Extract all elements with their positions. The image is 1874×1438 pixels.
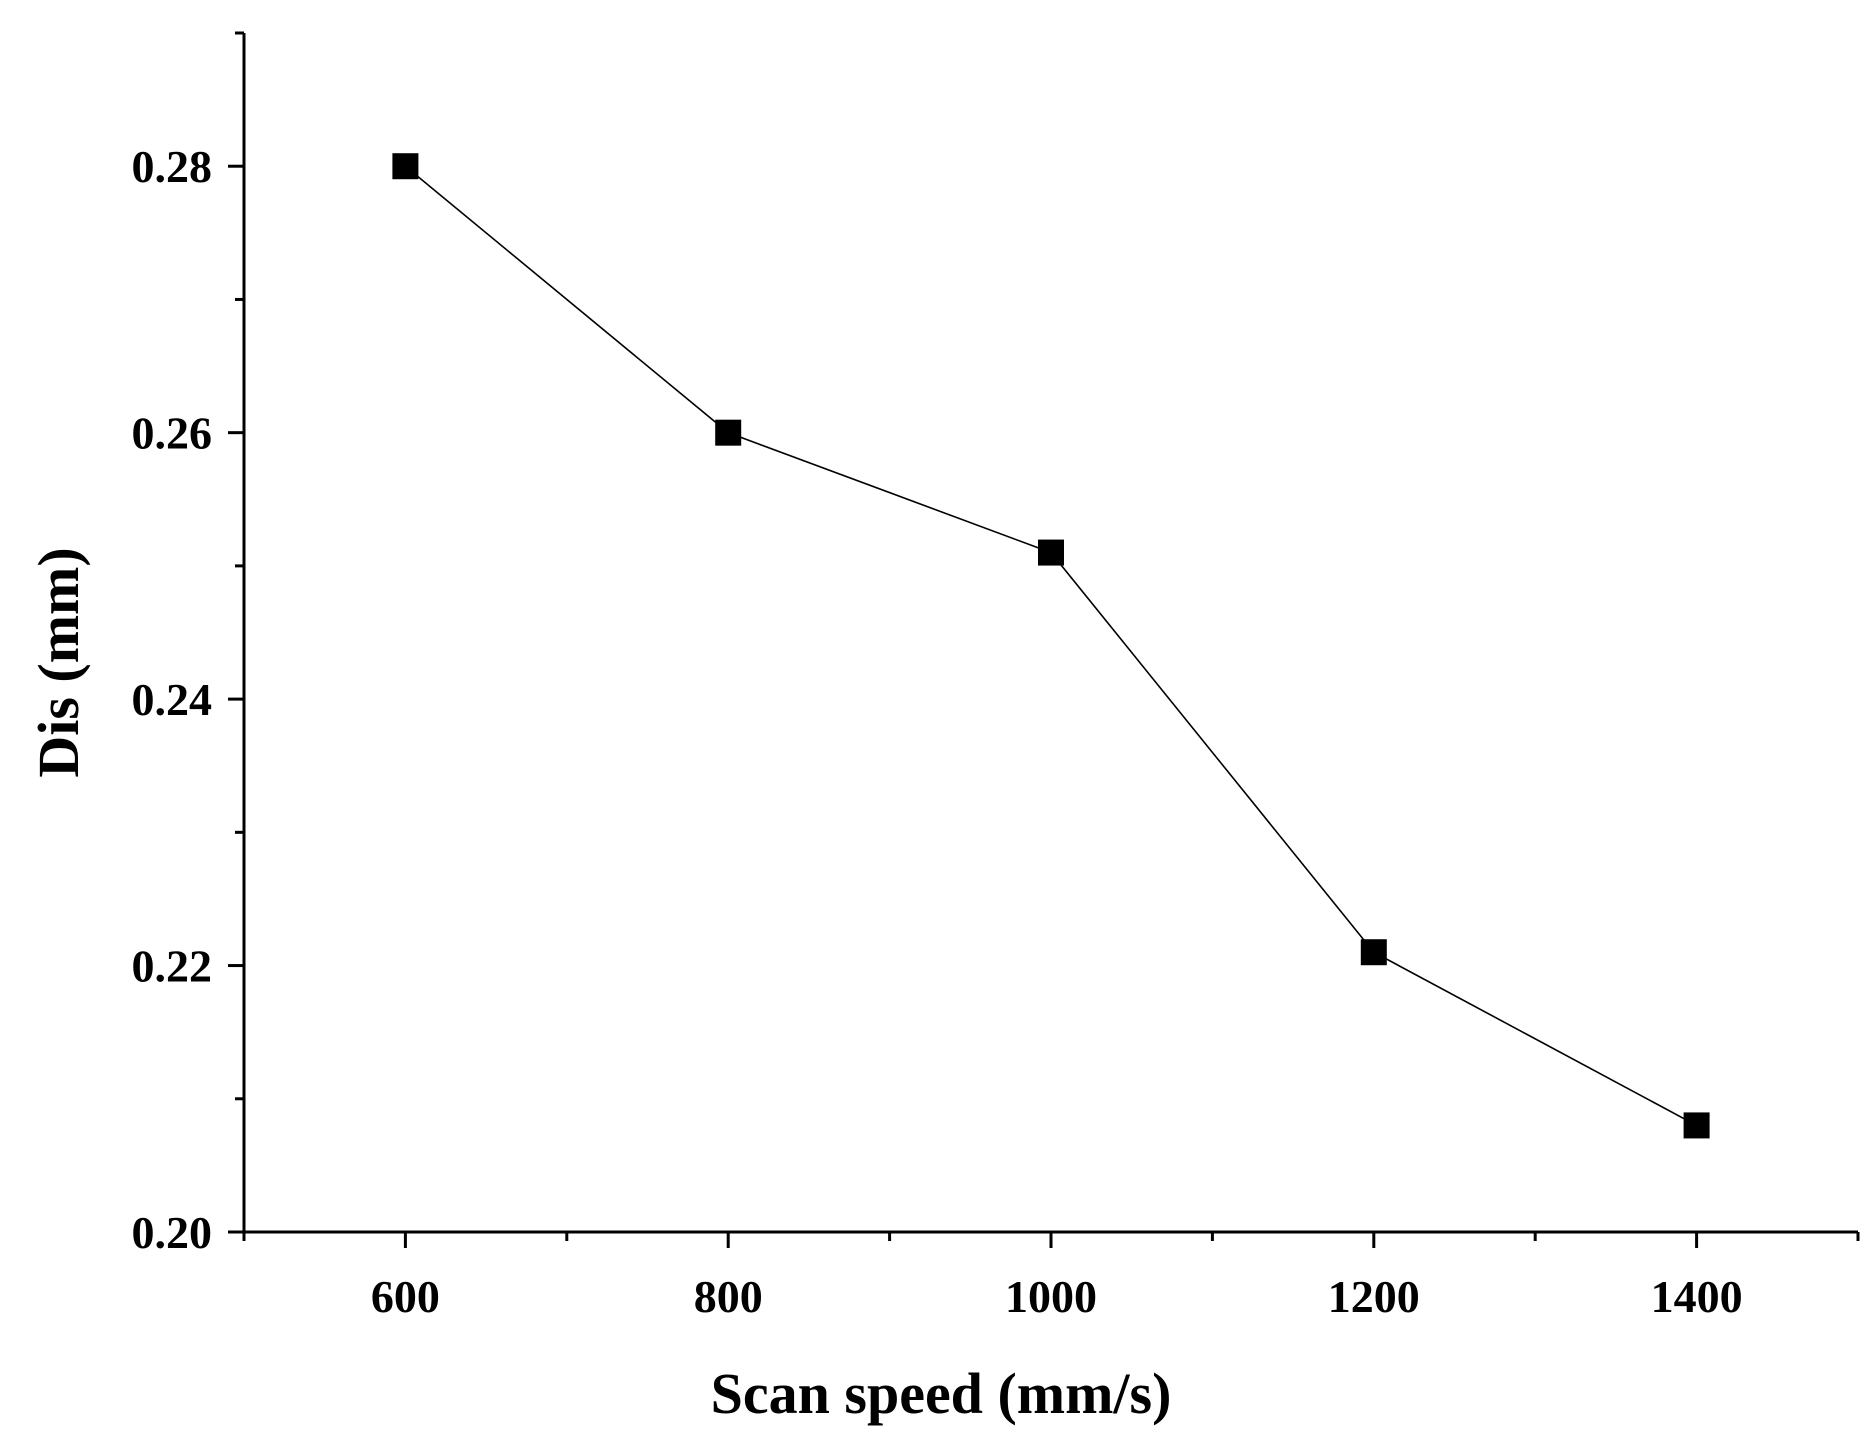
data-point-marker [1360, 939, 1387, 966]
y-tick-label: 0.28 [132, 141, 213, 192]
axes [228, 31, 1860, 1248]
series-line [404, 165, 1697, 1127]
y-tick-label: 0.20 [132, 1207, 213, 1258]
y-tick-label: 0.24 [132, 674, 213, 725]
data-point-marker [715, 419, 742, 446]
x-tick-label: 1200 [1328, 1271, 1420, 1322]
y-axis-title: Dis (mm) [26, 547, 91, 777]
tick-labels: 600 800 1000 1200 1400 0.20 0.22 0.24 0.26 0.28 [132, 141, 1743, 1322]
data-point-marker [1683, 1112, 1710, 1139]
data-point-marker [392, 153, 419, 180]
y-tick-label: 0.26 [132, 408, 213, 459]
series-line-layer [404, 165, 1697, 1127]
y-tick-label: 0.22 [132, 941, 213, 992]
data-point-marker [1038, 539, 1064, 566]
x-tick-label: 800 [694, 1271, 763, 1322]
x-tick-label: 600 [371, 1271, 440, 1322]
x-tick-label: 1000 [1005, 1271, 1097, 1322]
x-tick-label: 1400 [1651, 1271, 1743, 1322]
x-axis-title: Scan speed (mm/s) [711, 1361, 1172, 1426]
series-markers [392, 153, 1710, 1139]
